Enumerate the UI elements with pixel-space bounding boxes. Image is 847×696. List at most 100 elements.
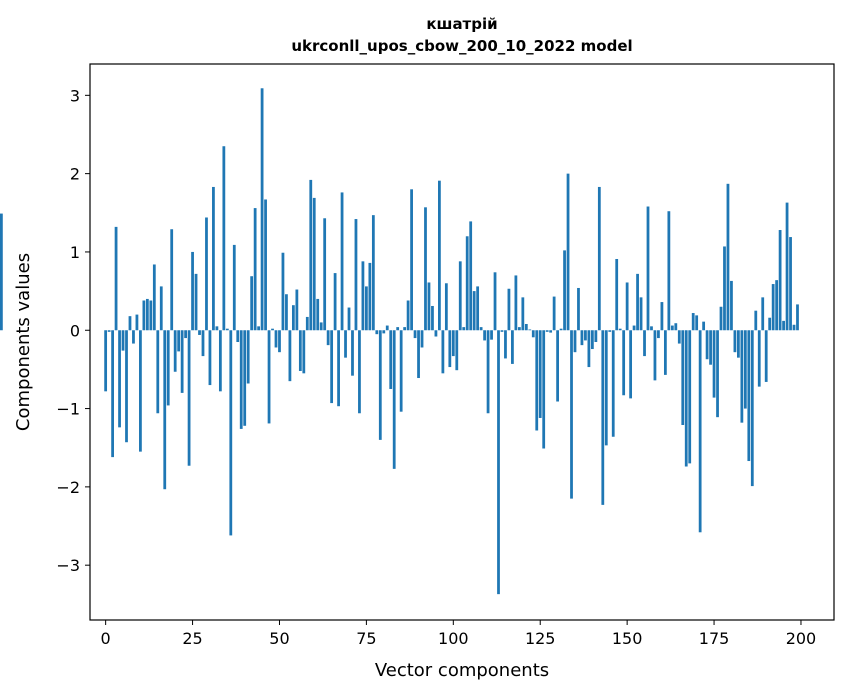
y-axis: −3 −2 −1 0 1 2 3 [56,86,90,575]
bar-5 [121,330,125,351]
bar-199 [796,304,799,331]
bar-77 [371,215,375,331]
bar-20 [173,330,177,372]
bar-133 [566,173,570,331]
bar-167 [684,330,688,467]
bar-102 [458,261,462,331]
bar-185 [747,330,751,462]
bar-156 [646,206,650,331]
bar-18 [166,330,170,406]
bar-101 [455,330,459,371]
bar-124 [535,330,539,431]
bar-46 [264,199,267,331]
bar-38 [236,330,240,342]
bar-121 [524,323,528,331]
bar-135 [573,330,577,353]
bar-50 [278,330,281,353]
bar-88 [410,189,413,331]
chart-title: кшатрій [426,15,497,33]
bar-176 [716,330,719,418]
bar-136 [577,287,580,331]
bar-6 [125,330,128,443]
bar-153 [636,273,639,331]
bar-150 [625,282,629,331]
bar-165 [677,330,681,344]
bar-33 [218,330,222,392]
bar-76 [368,262,372,331]
bar-96 [438,180,441,331]
y-tick-label: 2 [70,165,80,184]
bar-155 [643,330,646,357]
bar-114 [500,330,504,332]
bar-94 [431,305,434,331]
bar-115 [504,330,507,359]
bar-170 [695,315,699,331]
bar-184 [743,330,747,409]
bar-109 [483,330,486,341]
bar-89 [413,330,417,339]
bar-63 [323,218,327,331]
bar-56 [298,330,302,371]
bar-166 [681,330,685,425]
bar-191 [768,317,772,331]
bar-42 [250,276,254,331]
bar-series [0,88,799,595]
bar-137 [580,330,584,346]
bar-119 [517,327,521,331]
bar-173 [705,330,709,360]
bar-99 [448,330,452,368]
x-tick-label: 0 [101,629,111,648]
bar-174 [709,330,712,365]
bar-103 [462,327,466,331]
bar-106 [472,291,476,331]
bar-196 [785,202,789,331]
bar-60 [312,197,316,331]
bar-177 [719,306,723,331]
bar-51 [281,252,285,331]
bar-141 [594,330,598,342]
bar-9 [135,314,139,331]
bar-151 [629,330,633,399]
bar-107 [476,286,480,331]
bar-104 [465,236,469,331]
bar-35 [225,328,229,331]
bar-97 [441,330,445,374]
bar-54 [291,305,295,331]
bar-1 [107,330,111,332]
bar-157 [650,326,653,331]
bar-10 [139,330,142,452]
bar-13 [149,300,153,331]
bar-126 [542,330,546,449]
bar-21 [177,330,181,352]
bar-75 [365,286,368,331]
bar-81 [385,325,389,331]
bar-110 [486,330,490,414]
bar-105 [469,221,473,331]
bar-147 [615,258,619,331]
bar-85 [399,330,403,412]
bar-90 [417,330,420,379]
bar-69 [344,330,347,358]
bar-163 [670,325,674,331]
bar-92 [424,207,427,331]
bar-58 [305,316,309,331]
x-tick-label: 175 [699,629,730,648]
bar-145 [608,330,612,332]
bar-7 [128,316,132,331]
bar-24 [187,330,191,466]
bar-178 [723,246,726,331]
bar-70 [347,307,351,331]
y-axis-label: Components values [13,253,34,431]
bar-26 [194,273,198,331]
y-tick-label: 3 [70,86,80,105]
bar-59 [309,179,313,331]
bar-41 [246,330,250,384]
bar-83 [392,330,396,469]
y-tick-label: −2 [56,478,80,497]
bar-29 [205,217,208,331]
bar-113 [497,330,500,595]
bar-86 [403,327,407,331]
x-tick-label: 75 [356,629,376,648]
bar-197 [789,237,792,331]
bar-93 [427,282,431,331]
